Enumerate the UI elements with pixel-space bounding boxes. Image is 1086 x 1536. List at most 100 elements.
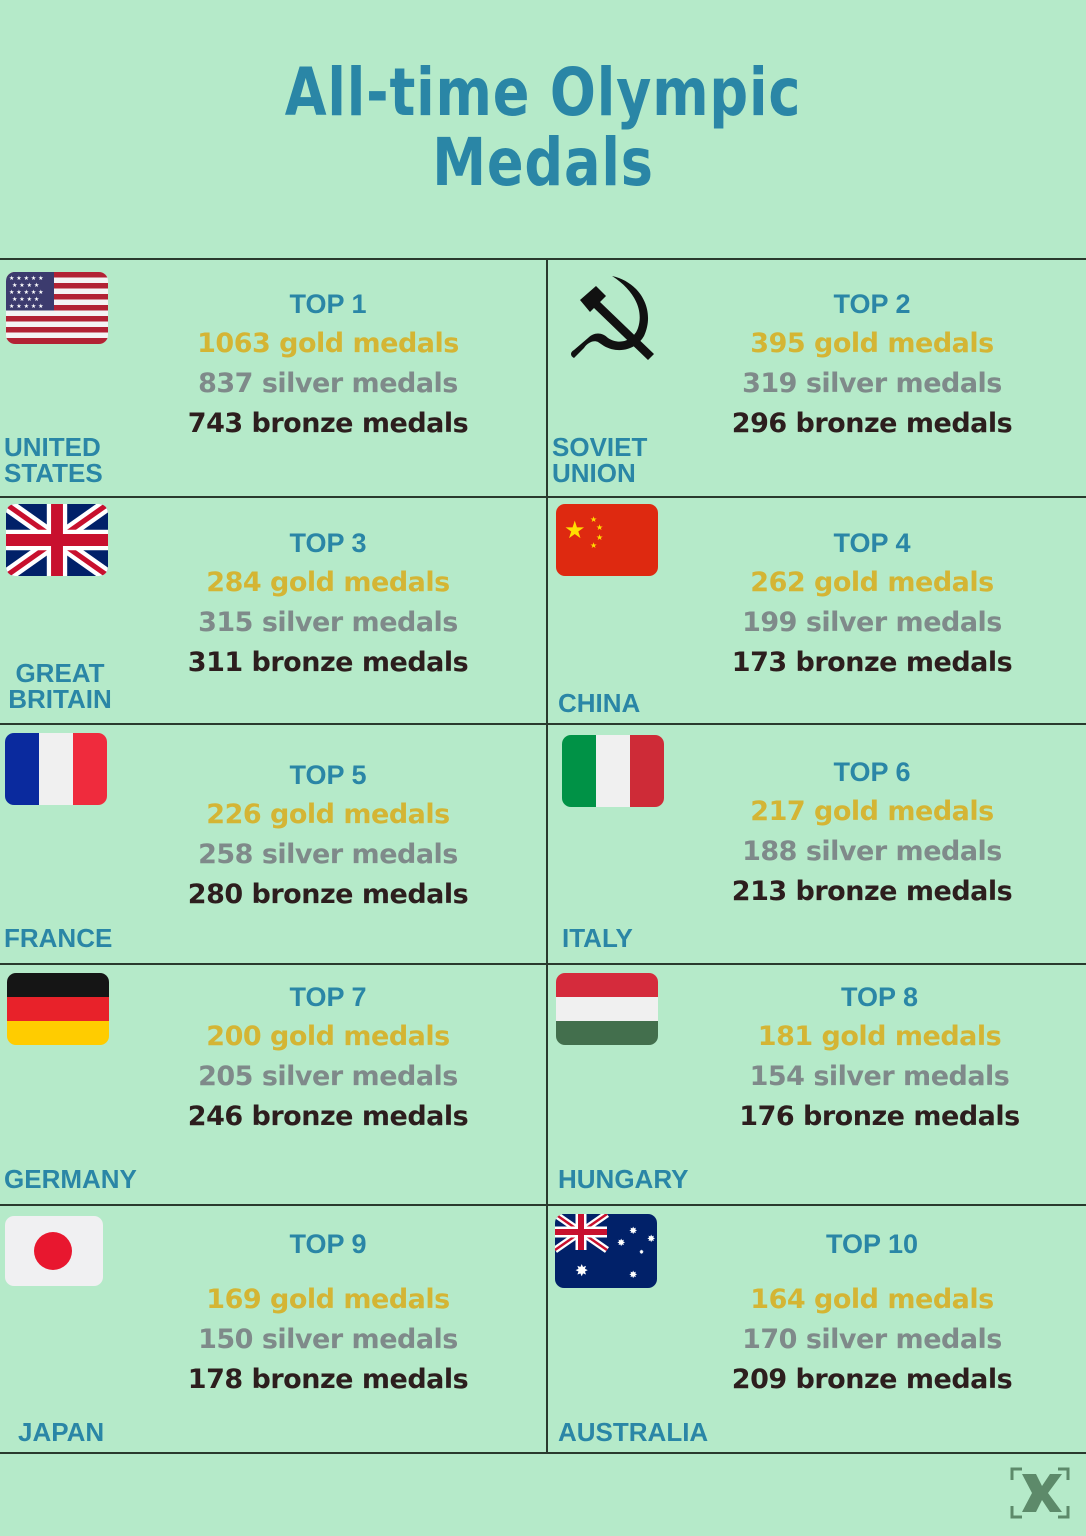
gold-count: 181 gold medals bbox=[757, 1021, 1002, 1052]
medal-card-italy: TOP 6 217 gold medals 188 silver medals … bbox=[548, 725, 1086, 963]
svg-text:✸: ✸ bbox=[647, 1234, 655, 1245]
svg-text:★ ★ ★ ★ ★: ★ ★ ★ ★ ★ bbox=[9, 275, 44, 282]
medal-card-united-states: ★ ★ ★ ★ ★ ★ ★ ★ ★ ★ ★ ★ ★ ★ ★ ★ ★ ★ ★ ★ ★ … bbox=[0, 260, 546, 496]
svg-text:✸: ✸ bbox=[629, 1226, 637, 1237]
silver-count: 319 silver medals bbox=[742, 368, 1002, 399]
silver-count: 837 silver medals bbox=[198, 368, 458, 399]
gold-count: 1063 gold medals bbox=[197, 328, 459, 359]
svg-text:✸: ✸ bbox=[629, 1270, 637, 1281]
country-name: AUSTRALIA bbox=[558, 1417, 709, 1447]
medal-card-australia: ✸ ✸ ✸ ✸ ✸ ✸ TOP 10 164 gold medals 170 s… bbox=[548, 1206, 1086, 1454]
medal-stats: TOP 6 217 gold medals 188 silver medals … bbox=[658, 752, 1086, 912]
rank-label: TOP 7 bbox=[289, 982, 367, 1012]
hammer-sickle-icon bbox=[566, 270, 662, 366]
rank-label: TOP 9 bbox=[289, 1229, 367, 1259]
country-name: FRANCE bbox=[4, 923, 113, 953]
country-name: UNITED STATES bbox=[4, 432, 103, 488]
medal-stats: TOP 8 181 gold medals 154 silver medals … bbox=[673, 977, 1086, 1137]
bronze-count: 280 bronze medals bbox=[187, 879, 469, 910]
rank-label: TOP 6 bbox=[833, 757, 911, 787]
svg-text:★ ★ ★ ★ ★: ★ ★ ★ ★ ★ bbox=[9, 303, 44, 310]
bronze-count: 176 bronze medals bbox=[739, 1101, 1020, 1132]
bronze-count: 173 bronze medals bbox=[731, 647, 1013, 678]
medal-stats: TOP 5 226 gold medals 258 silver medals … bbox=[110, 755, 546, 915]
gold-count: 217 gold medals bbox=[750, 796, 994, 827]
medal-stats: TOP 9 169 gold medals 150 silver medals … bbox=[110, 1224, 546, 1400]
gold-count: 169 gold medals bbox=[206, 1284, 450, 1315]
china-flag-icon: ★ ★ ★ ★ ★ bbox=[556, 504, 658, 576]
svg-text:★: ★ bbox=[596, 533, 603, 542]
uk-flag-icon bbox=[6, 504, 108, 576]
rank-label: TOP 8 bbox=[840, 982, 919, 1012]
rank-label: TOP 2 bbox=[833, 289, 911, 319]
rank-label: TOP 1 bbox=[289, 289, 367, 319]
medal-stats: TOP 7 200 gold medals 205 silver medals … bbox=[110, 977, 546, 1137]
medal-card-soviet-union: TOP 2 395 gold medals 319 silver medals … bbox=[548, 260, 1086, 496]
column-divider bbox=[546, 260, 548, 1452]
medal-card-france: TOP 5 226 gold medals 258 silver medals … bbox=[0, 725, 546, 963]
svg-text:★: ★ bbox=[564, 516, 586, 544]
svg-text:✸: ✸ bbox=[617, 1238, 625, 1249]
silver-count: 258 silver medals bbox=[198, 839, 458, 870]
country-name: SOVIET UNION bbox=[552, 432, 648, 488]
svg-text:★ ★ ★ ★ ★: ★ ★ ★ ★ ★ bbox=[9, 289, 44, 296]
rank-label: TOP 4 bbox=[833, 528, 911, 558]
rank-label: TOP 3 bbox=[289, 528, 367, 558]
medal-stats: TOP 4 262 gold medals 199 silver medals … bbox=[658, 523, 1086, 683]
silver-count: 315 silver medals bbox=[198, 607, 458, 638]
country-name: JAPAN bbox=[18, 1417, 105, 1447]
medal-stats: TOP 1 1063 gold medals 837 silver medals… bbox=[110, 284, 546, 444]
medal-card-germany: TOP 7 200 gold medals 205 silver medals … bbox=[0, 965, 546, 1204]
silver-count: 205 silver medals bbox=[198, 1061, 458, 1092]
country-name: GERMANY bbox=[4, 1164, 137, 1194]
silver-count: 199 silver medals bbox=[742, 607, 1002, 638]
svg-text:★: ★ bbox=[596, 523, 603, 532]
japan-flag-icon bbox=[5, 1216, 103, 1286]
germany-flag-icon bbox=[7, 973, 109, 1045]
italy-flag-icon bbox=[562, 735, 664, 807]
medal-grid: ★ ★ ★ ★ ★ ★ ★ ★ ★ ★ ★ ★ ★ ★ ★ ★ ★ ★ ★ ★ ★ … bbox=[0, 258, 1086, 1454]
usa-flag-icon: ★ ★ ★ ★ ★ ★ ★ ★ ★ ★ ★ ★ ★ ★ ★ ★ ★ ★ ★ ★ ★ … bbox=[6, 272, 108, 344]
silver-count: 154 silver medals bbox=[749, 1061, 1010, 1092]
silver-count: 170 silver medals bbox=[742, 1324, 1002, 1355]
brand-logo-icon bbox=[1010, 1466, 1070, 1520]
bronze-count: 743 bronze medals bbox=[187, 408, 469, 439]
gold-count: 200 gold medals bbox=[206, 1021, 450, 1052]
svg-text:✸: ✸ bbox=[575, 1261, 588, 1280]
country-name: HUNGARY bbox=[558, 1164, 689, 1194]
gold-count: 262 gold medals bbox=[750, 567, 994, 598]
silver-count: 150 silver medals bbox=[198, 1324, 458, 1355]
bronze-count: 246 bronze medals bbox=[187, 1101, 469, 1132]
row-divider bbox=[0, 496, 1086, 498]
svg-text:★: ★ bbox=[590, 541, 597, 550]
svg-text:✸: ✸ bbox=[639, 1249, 644, 1256]
row-divider bbox=[0, 1204, 1086, 1206]
medal-card-hungary: TOP 8 181 gold medals 154 silver medals … bbox=[548, 965, 1086, 1204]
bronze-count: 209 bronze medals bbox=[731, 1364, 1013, 1395]
australia-flag-icon: ✸ ✸ ✸ ✸ ✸ ✸ bbox=[555, 1214, 657, 1288]
svg-text:★ ★ ★ ★: ★ ★ ★ ★ bbox=[12, 282, 39, 289]
france-flag-icon bbox=[5, 733, 107, 805]
gold-count: 395 gold medals bbox=[750, 328, 994, 359]
title-line-1: All-time Olympic bbox=[284, 54, 802, 131]
medal-stats: TOP 2 395 gold medals 319 silver medals … bbox=[658, 284, 1086, 444]
rank-label: TOP 10 bbox=[825, 1229, 919, 1259]
rank-label: TOP 5 bbox=[289, 760, 367, 790]
row-divider bbox=[0, 723, 1086, 725]
page-title: All-time Olympic Medals bbox=[98, 58, 989, 198]
silver-count: 188 silver medals bbox=[742, 836, 1002, 867]
medal-card-japan: TOP 9 169 gold medals 150 silver medals … bbox=[0, 1206, 546, 1454]
bronze-count: 311 bronze medals bbox=[187, 647, 469, 678]
svg-text:★ ★ ★ ★: ★ ★ ★ ★ bbox=[12, 296, 39, 303]
bronze-count: 213 bronze medals bbox=[731, 876, 1013, 907]
bronze-count: 296 bronze medals bbox=[731, 408, 1013, 439]
medal-stats: TOP 3 284 gold medals 315 silver medals … bbox=[110, 523, 546, 683]
medal-card-great-britain: TOP 3 284 gold medals 315 silver medals … bbox=[0, 498, 546, 723]
medal-stats: TOP 10 164 gold medals 170 silver medals… bbox=[658, 1224, 1086, 1400]
medal-card-china: ★ ★ ★ ★ ★ TOP 4 262 gold medals 199 silv… bbox=[548, 498, 1086, 723]
country-name: GREAT BRITAIN bbox=[8, 658, 112, 714]
bronze-count: 178 bronze medals bbox=[187, 1364, 469, 1395]
hungary-flag-icon bbox=[556, 973, 658, 1045]
country-name: CHINA bbox=[558, 688, 641, 718]
gold-count: 226 gold medals bbox=[206, 799, 450, 830]
